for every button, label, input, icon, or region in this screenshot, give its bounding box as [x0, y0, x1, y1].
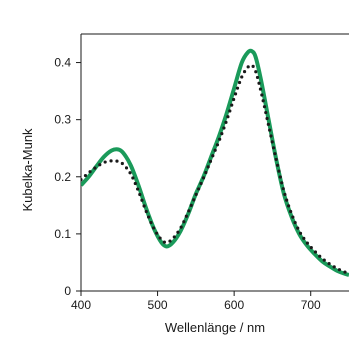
x-axis-label: Wellenlänge / nm: [165, 320, 265, 335]
series-line-dotted: [81, 63, 349, 275]
x-tick-label: 500: [148, 298, 168, 312]
y-tick-label: 0.3: [54, 113, 71, 127]
x-tick-label: 700: [301, 298, 321, 312]
y-tick-label: 0.4: [54, 56, 71, 70]
series-line-solid: [81, 48, 349, 277]
y-tick-label: 0.1: [54, 227, 71, 241]
x-tick-label: 600: [224, 298, 244, 312]
plot-area: [81, 48, 349, 277]
y-axis-label: Kubelka-Munk: [20, 128, 35, 212]
axis-labels: Wellenlänge / nm Kubelka-Munk: [20, 128, 265, 335]
y-tick-label: 0: [64, 284, 71, 298]
y-tick-label: 0.2: [54, 170, 71, 184]
axes: 400 500 600 700 0 0.1 0.2 0.3 0.4: [54, 33, 349, 312]
x-tick-label: 400: [71, 298, 91, 312]
